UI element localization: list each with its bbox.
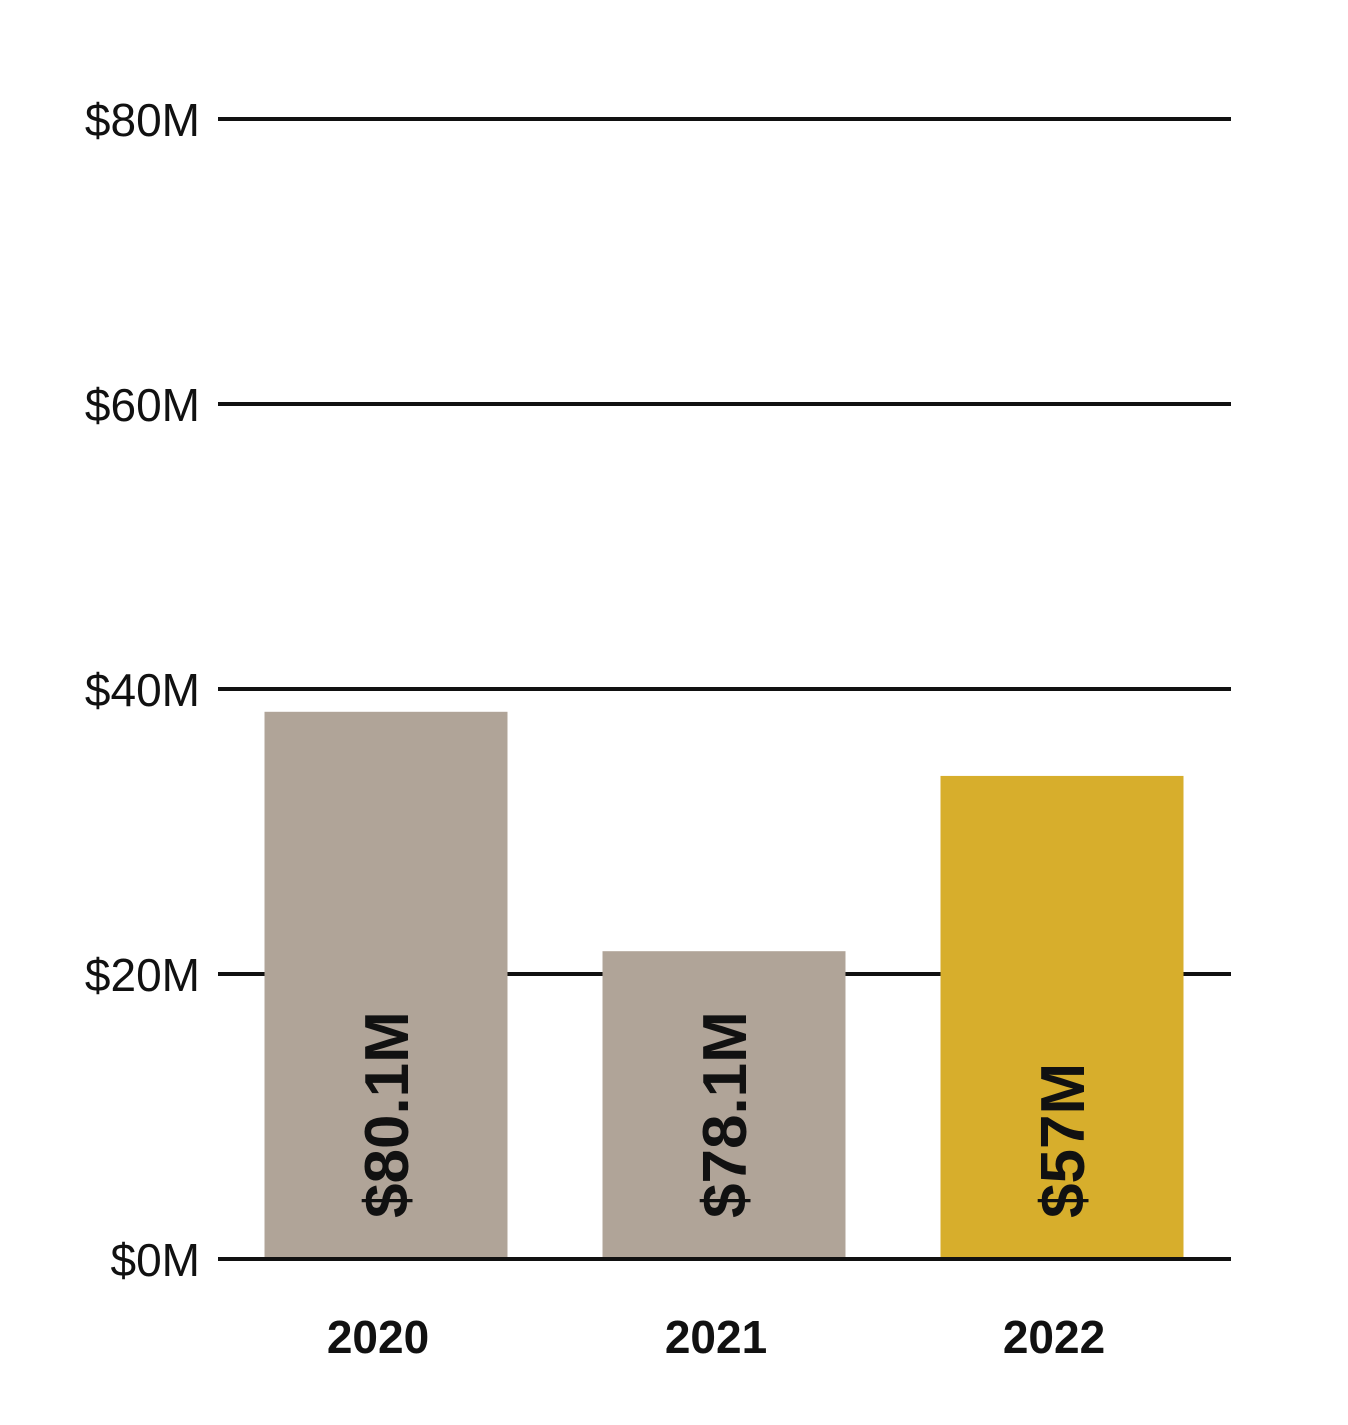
bar-value-label: $80.1M: [353, 1011, 422, 1218]
x-category-label: 2022: [1003, 1311, 1105, 1363]
x-category-label: 2020: [327, 1311, 429, 1363]
labels: $0M $20M $40M $60M $80M $80.1M 2020 $78.1M 2021 $…: [85, 94, 1231, 1363]
y-tick-label: $60M: [85, 379, 200, 431]
y-tick-label: $80M: [85, 94, 200, 146]
bar-value-label: $78.1M: [691, 1011, 760, 1218]
bar-2020: [264, 711, 508, 1259]
y-tick-label: $40M: [85, 664, 200, 716]
bar-2021: [602, 951, 846, 1259]
bar-2022: [940, 775, 1184, 1259]
bars: [264, 711, 1184, 1259]
bar-value-label: $57M: [1029, 1063, 1098, 1218]
x-category-label: 2021: [665, 1311, 767, 1363]
y-tick-label: $0M: [111, 1234, 200, 1286]
y-tick-label: $20M: [85, 949, 200, 1001]
